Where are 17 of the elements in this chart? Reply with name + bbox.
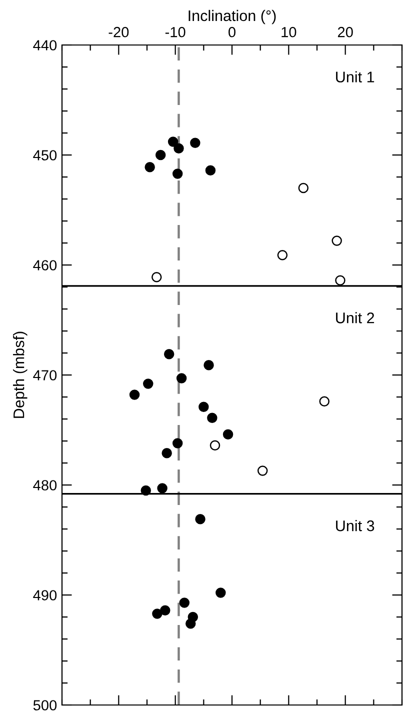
- y-tick-label: 490: [33, 590, 57, 600]
- y-tick-label: 450: [33, 150, 57, 160]
- y-tick-label: 460: [33, 260, 57, 270]
- y-tick-label: 470: [33, 370, 57, 380]
- x-tick-label: 20: [338, 26, 353, 38]
- x-axis-title: Inclination (°): [188, 10, 276, 24]
- x-tick-label: 10: [282, 26, 296, 38]
- annotation: Unit 2: [336, 312, 374, 324]
- x-tick-label: -20: [108, 26, 129, 38]
- x-tick-label: -10: [165, 26, 186, 38]
- y-tick-label: 440: [33, 40, 57, 50]
- x-tick-label: 0: [228, 26, 236, 38]
- y-axis-title: Depth (mbsf): [13, 332, 28, 418]
- annotation: Unit 3: [336, 520, 374, 532]
- annotation: Unit 1: [336, 71, 374, 82]
- y-tick-label: 480: [33, 480, 57, 490]
- y-tick-label: 500: [33, 700, 57, 710]
